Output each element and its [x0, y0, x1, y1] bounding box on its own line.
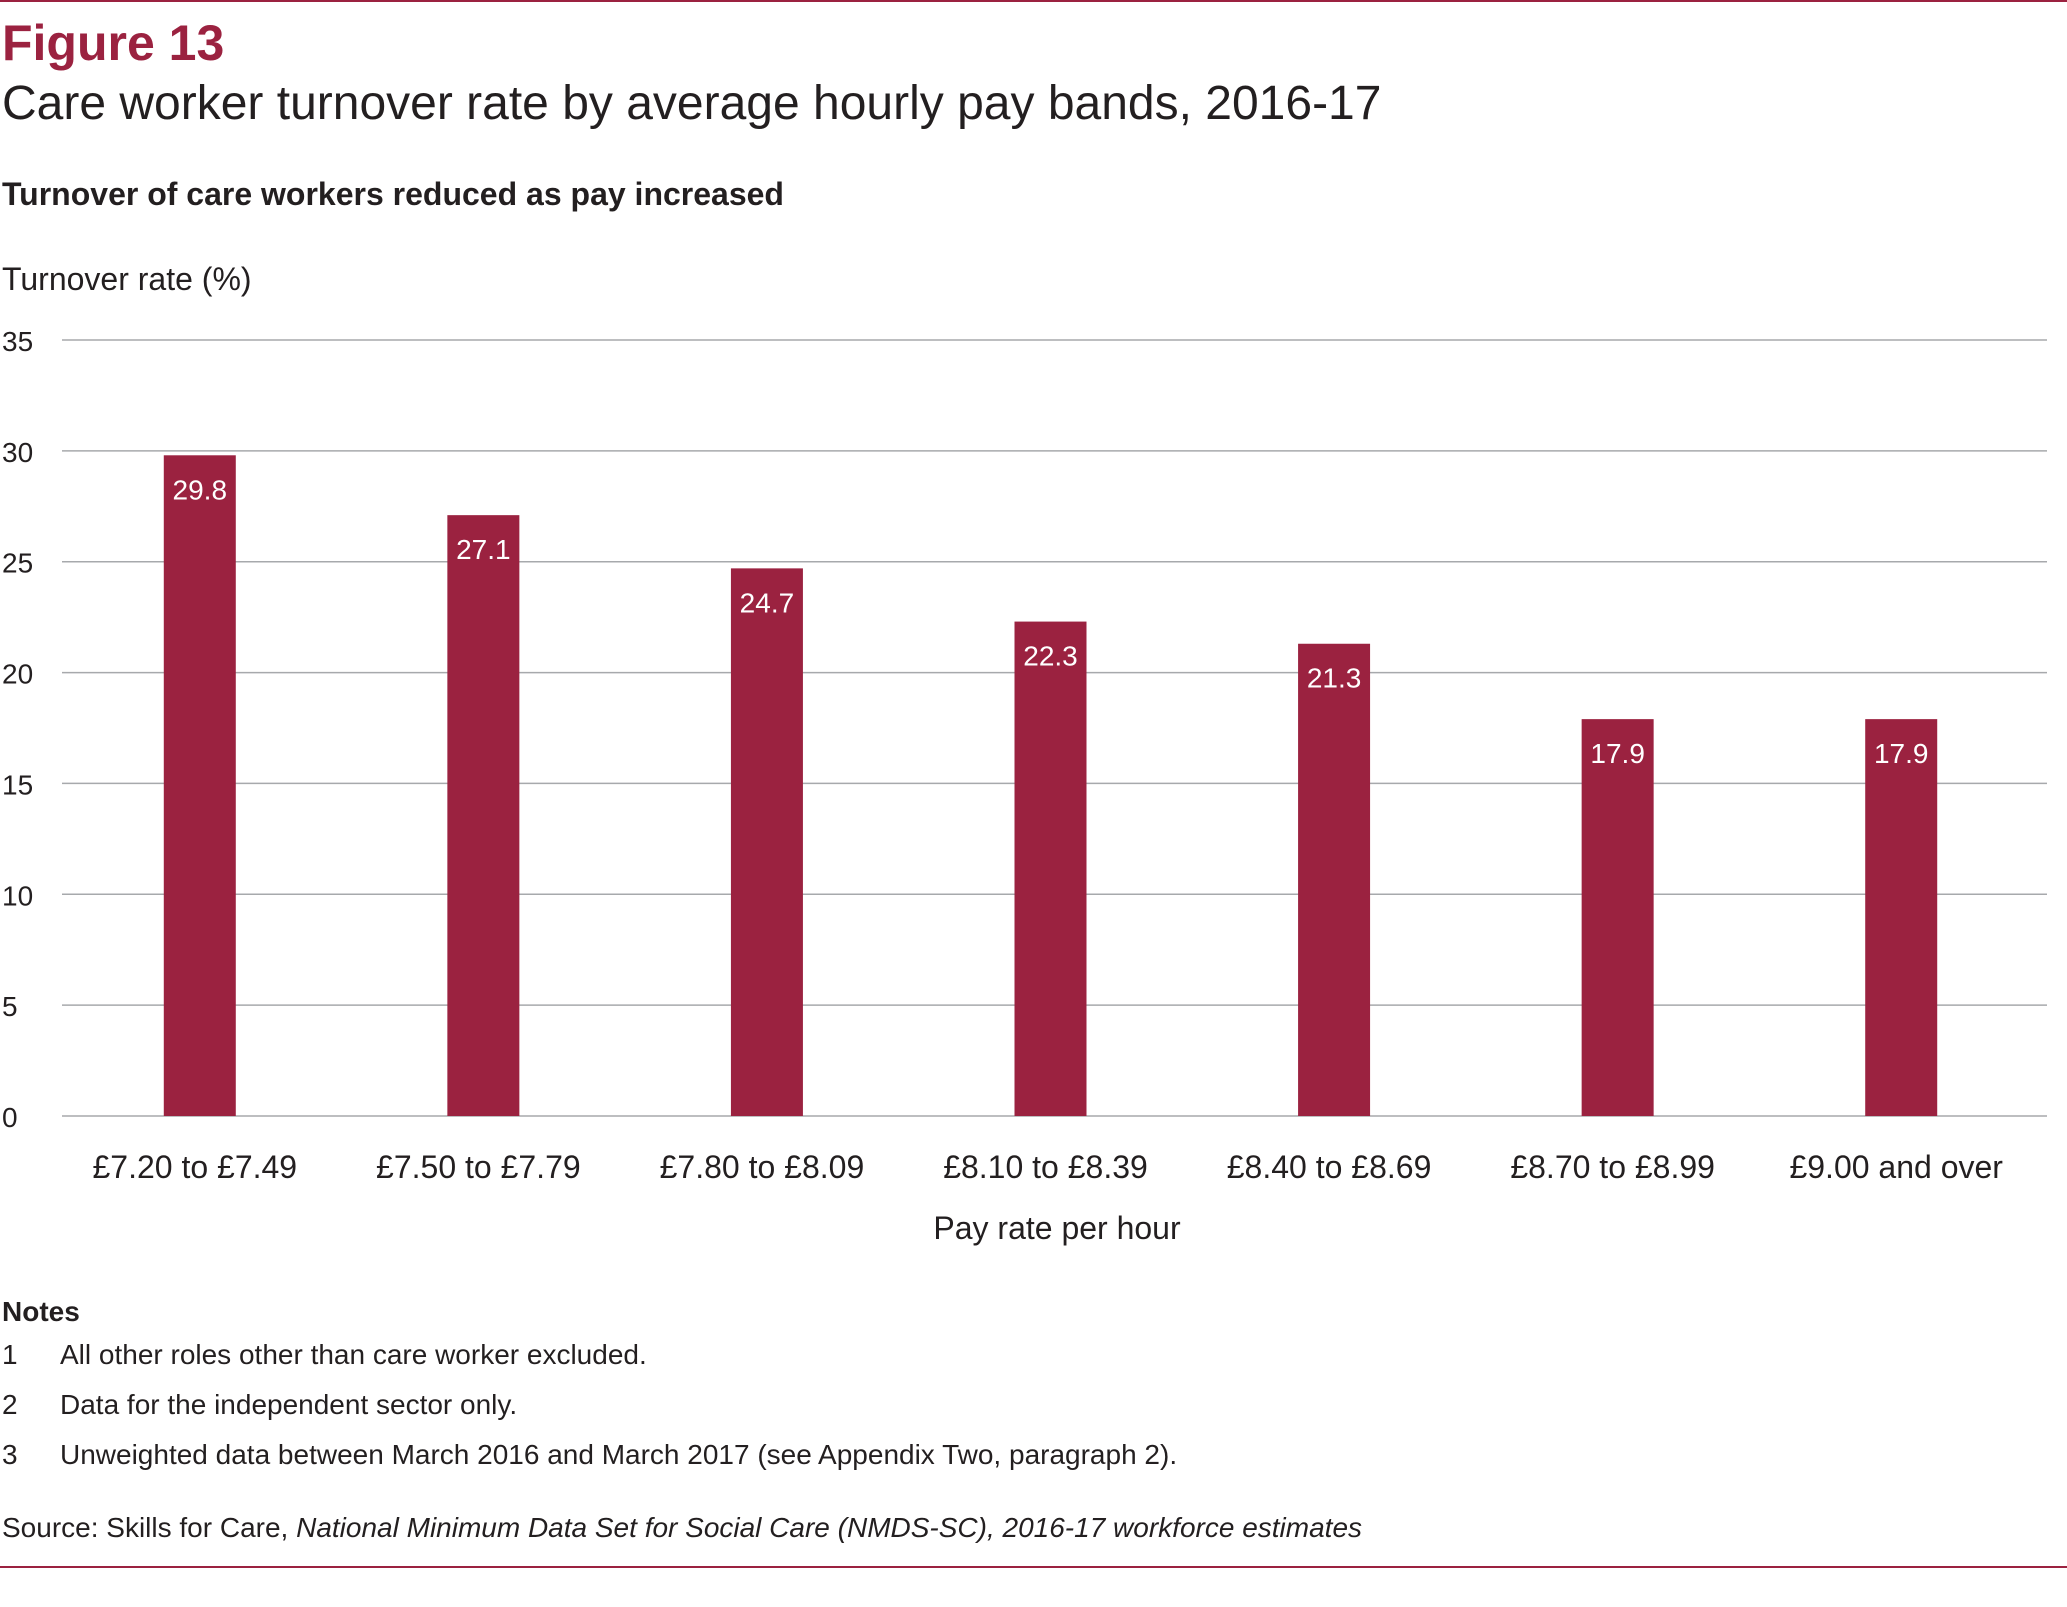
- bar: [1581, 719, 1654, 1116]
- bar: [1014, 621, 1087, 1116]
- note-item: 1 All other roles other than care worker…: [2, 1338, 1177, 1371]
- bar-chart: Turnover rate (%) 0 5 10 15 20 25 30 35 29.8 27.…: [2, 261, 2047, 1246]
- data-label: 17.9: [1874, 738, 1929, 769]
- note-text: Data for the independent sector only.: [60, 1389, 518, 1420]
- bar: [1298, 643, 1371, 1116]
- y-tick-label: 25: [2, 548, 33, 579]
- bar: [1865, 719, 1938, 1116]
- data-label: 22.3: [1023, 641, 1078, 672]
- note-text: Unweighted data between March 2016 and M…: [60, 1439, 1178, 1470]
- x-tick-label: £7.80 to £8.09: [660, 1149, 865, 1185]
- y-tick-label: 15: [2, 769, 33, 800]
- bar: [163, 455, 236, 1116]
- source-line: Source: Skills for Care, National Minimu…: [2, 1512, 1362, 1544]
- y-tick-label: 35: [2, 326, 33, 357]
- notes: Notes 1 All other roles other than care …: [2, 1296, 1177, 1488]
- data-label: 29.8: [173, 474, 228, 505]
- x-tick-label: £7.20 to £7.49: [92, 1149, 297, 1185]
- note-number: 2: [2, 1389, 18, 1420]
- y-tick-label: 30: [2, 437, 33, 468]
- figure-title: Care worker turnover rate by average hou…: [2, 77, 1382, 130]
- note-number: 1: [2, 1339, 18, 1370]
- top-rule: [0, 0, 2067, 2]
- data-label: 24.7: [740, 587, 795, 618]
- figure-number: Figure 13: [2, 15, 225, 71]
- note-item: 2 Data for the independent sector only.: [2, 1388, 1177, 1421]
- bottom-rule: [0, 1566, 2067, 1568]
- y-tick-label: 0: [2, 1102, 18, 1133]
- y-tick-label: 20: [2, 659, 33, 690]
- notes-heading: Notes: [2, 1296, 80, 1327]
- data-label: 21.3: [1307, 663, 1362, 694]
- bars: [163, 455, 1938, 1116]
- note-number: 3: [2, 1439, 18, 1470]
- y-tick-labels: 0 5 10 15 20 25 30 35: [2, 326, 33, 1133]
- chart-subtitle: Turnover of care workers reduced as pay …: [2, 176, 784, 212]
- note-item: 3 Unweighted data between March 2016 and…: [2, 1438, 1177, 1471]
- y-tick-label: 5: [2, 991, 18, 1022]
- x-tick-label: £8.40 to £8.69: [1227, 1149, 1432, 1185]
- x-tick-labels: £7.20 to £7.49 £7.50 to £7.79 £7.80 to £8.…: [92, 1149, 2003, 1185]
- bar: [447, 515, 520, 1116]
- source-prefix: Source: Skills for Care,: [2, 1512, 297, 1543]
- x-tick-label: £7.50 to £7.79: [376, 1149, 581, 1185]
- x-tick-label: £9.00 and over: [1789, 1149, 2003, 1185]
- data-label: 27.1: [456, 534, 511, 565]
- source-work-title: National Minimum Data Set for Social Car…: [296, 1512, 1363, 1543]
- y-axis-label: Turnover rate (%): [2, 261, 252, 297]
- x-tick-label: £8.70 to £8.99: [1510, 1149, 1715, 1185]
- bar: [730, 568, 803, 1116]
- data-label: 17.9: [1590, 738, 1645, 769]
- y-tick-label: 10: [2, 880, 33, 911]
- note-text: All other roles other than care worker e…: [60, 1339, 647, 1370]
- x-tick-label: £8.10 to £8.39: [943, 1149, 1148, 1185]
- data-labels: 29.8 27.1 24.7 22.3 21.3 17.9 17.9: [173, 474, 1929, 769]
- x-axis-label: Pay rate per hour: [933, 1210, 1181, 1246]
